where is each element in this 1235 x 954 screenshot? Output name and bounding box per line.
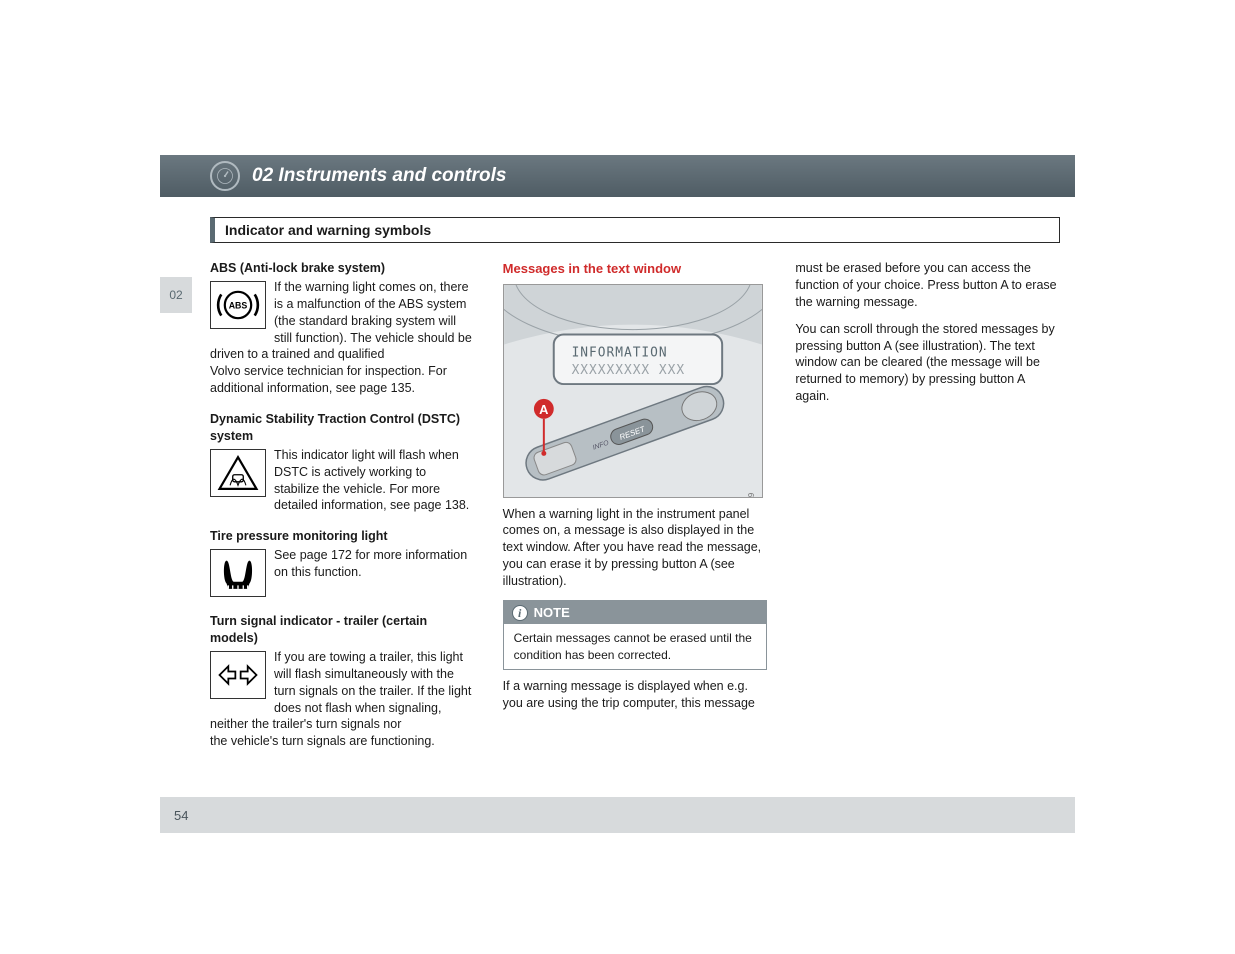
svg-text:ABS: ABS (229, 300, 248, 310)
info-icon: i (512, 605, 528, 621)
dstc-icon (210, 449, 266, 497)
dashboard-illustration: INFORMATION XXXXXXXXX XXX RESET INFO A (503, 284, 763, 498)
tire-title: Tire pressure monitoring light (210, 528, 475, 545)
chapter-header: 02 Instruments and controls (160, 155, 1075, 197)
image-reference: G026979 (747, 493, 758, 498)
col3-para-1: must be erased before you can access the… (795, 260, 1060, 311)
chapter-tab: 02 (160, 277, 192, 313)
dstc-text: This indicator light will flash when DST… (274, 448, 469, 513)
svg-text:INFORMATION: INFORMATION (571, 345, 667, 360)
column-1: ABS (Anti-lock brake system) ABS If the … (210, 260, 475, 764)
note-header: i NOTE (504, 601, 767, 625)
gauge-icon (210, 161, 240, 191)
tire-text: See page 172 for more information on thi… (274, 548, 467, 579)
tire-section: Tire pressure monitoring light See page … (210, 528, 475, 599)
abs-title: ABS (Anti-lock brake system) (210, 260, 475, 277)
col3-para-2: You can scroll through the stored messag… (795, 321, 1060, 405)
dstc-section: Dynamic Stability Traction Control (DSTC… (210, 411, 475, 514)
messages-para-2: If a warning message is displayed when e… (503, 678, 768, 712)
turn-text-2: the vehicle's turn signals are functioni… (210, 734, 435, 748)
turn-title: Turn signal indicator - trailer (certain… (210, 613, 475, 647)
abs-icon: ABS (210, 281, 266, 329)
abs-section: ABS (Anti-lock brake system) ABS If the … (210, 260, 475, 397)
page-footer: 54 (160, 797, 1075, 833)
column-2: Messages in the text window INFORMATION … (503, 260, 768, 764)
chapter-tab-label: 02 (169, 288, 182, 302)
section-header: Indicator and warning symbols (210, 217, 1060, 243)
note-body: Certain messages cannot be erased until … (504, 624, 767, 668)
messages-title: Messages in the text window (503, 260, 768, 278)
section-title: Indicator and warning symbols (225, 222, 431, 238)
turn-section: Turn signal indicator - trailer (certain… (210, 613, 475, 750)
svg-text:XXXXXXXXX XXX: XXXXXXXXX XXX (571, 363, 685, 378)
chapter-title: 02 Instruments and controls (252, 165, 506, 187)
turn-signal-icon (210, 651, 266, 699)
messages-para-1: When a warning light in the instrument p… (503, 506, 768, 590)
note-box: i NOTE Certain messages cannot be erased… (503, 600, 768, 670)
svg-text:A: A (539, 401, 548, 416)
page-number: 54 (174, 808, 188, 823)
note-label: NOTE (534, 604, 570, 622)
abs-text-2: Volvo service technician for inspection.… (210, 364, 447, 395)
dstc-title: Dynamic Stability Traction Control (DSTC… (210, 411, 475, 445)
tire-pressure-icon (210, 549, 266, 597)
column-3: must be erased before you can access the… (795, 260, 1060, 764)
